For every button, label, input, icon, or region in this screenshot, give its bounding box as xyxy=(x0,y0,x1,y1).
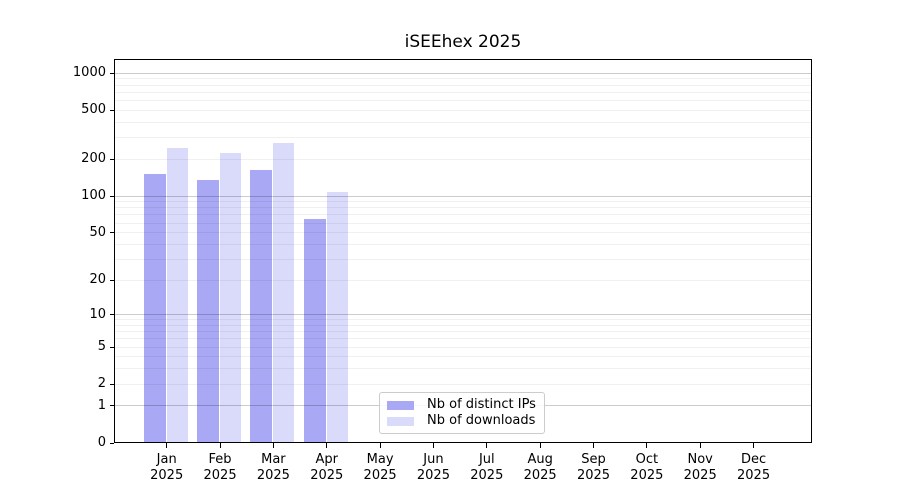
y-tick-label-100: 100 xyxy=(81,188,106,204)
x-tick-sep xyxy=(593,443,594,448)
x-tick-label-dec: Dec 2025 xyxy=(737,452,771,483)
x-tick-may xyxy=(379,443,381,448)
plot-frame xyxy=(114,59,812,443)
x-tick-dec xyxy=(753,443,755,448)
minor-gridline-500 xyxy=(115,109,811,111)
y-tick-10 xyxy=(110,314,114,316)
legend-label-downloads: Nb of downloads xyxy=(427,413,536,428)
minor-gridline-90 xyxy=(115,201,811,203)
x-tick-label-oct: Oct 2025 xyxy=(630,452,664,483)
legend: Nb of distinct IPs Nb of downloads xyxy=(379,392,545,434)
legend-swatch-distinct-ips xyxy=(387,400,414,410)
x-tick-apr xyxy=(326,443,328,448)
bar-distinct-ips-apr xyxy=(303,218,326,442)
x-tick-nov xyxy=(699,443,701,448)
y-tick-label-1000: 1000 xyxy=(72,65,106,81)
x-tick-label-sep: Sep 2025 xyxy=(576,452,611,483)
major-gridline-10 xyxy=(115,314,811,316)
minor-gridline-50 xyxy=(115,232,811,234)
minor-gridline-900 xyxy=(115,78,811,80)
major-gridline-1000 xyxy=(115,72,811,74)
bar-downloads-mar xyxy=(273,142,295,442)
bar-distinct-ips-feb xyxy=(197,180,220,442)
minor-gridline-6 xyxy=(115,338,811,340)
chart-title: iSEEhex 2025 xyxy=(404,32,522,52)
minor-gridline-5 xyxy=(115,346,811,348)
y-tick-label-10: 10 xyxy=(89,306,106,322)
y-tick-2 xyxy=(110,383,114,385)
y-tick-1000 xyxy=(110,72,114,74)
y-tick-500 xyxy=(110,109,114,111)
x-tick-label-aug: Aug 2025 xyxy=(523,452,557,483)
minor-gridline-80 xyxy=(115,207,811,209)
minor-gridline-300 xyxy=(115,137,811,139)
y-tick-label-200: 200 xyxy=(81,151,106,167)
minor-gridline-30 xyxy=(115,258,811,260)
y-tick-label-0: 0 xyxy=(97,435,106,450)
x-tick-label-feb: Feb 2025 xyxy=(203,452,237,483)
legend-item-distinct-ips: Nb of distinct IPs xyxy=(387,397,538,413)
y-tick-label-50: 50 xyxy=(89,224,106,240)
minor-gridline-7 xyxy=(115,331,811,333)
minor-gridline-9 xyxy=(115,319,811,321)
major-gridline-100 xyxy=(115,195,811,197)
x-tick-label-nov: Nov 2025 xyxy=(683,452,717,483)
x-tick-jun xyxy=(432,443,434,448)
x-tick-label-may: May 2025 xyxy=(363,452,397,483)
minor-gridline-700 xyxy=(115,91,811,93)
bar-downloads-apr xyxy=(326,192,348,442)
minor-gridline-200 xyxy=(115,158,811,160)
minor-gridline-40 xyxy=(115,243,811,245)
x-tick-mar xyxy=(272,443,274,448)
x-tick-feb xyxy=(219,443,221,448)
minor-gridline-70 xyxy=(115,214,811,216)
x-tick-aug xyxy=(539,443,541,448)
bar-distinct-ips-mar xyxy=(250,170,273,442)
x-tick-jan xyxy=(166,443,168,448)
x-tick-label-jan: Jan 2025 xyxy=(150,452,184,483)
minor-gridline-4 xyxy=(115,356,811,358)
y-tick-label-2: 2 xyxy=(97,376,106,392)
minor-gridline-600 xyxy=(115,100,811,102)
minor-gridline-60 xyxy=(115,222,811,224)
x-tick-label-apr: Apr 2025 xyxy=(310,452,344,483)
x-tick-label-jun: Jun 2025 xyxy=(416,452,450,483)
x-tick-label-mar: Mar 2025 xyxy=(256,452,290,483)
y-tick-label-20: 20 xyxy=(89,272,106,288)
y-tick-5 xyxy=(110,346,114,348)
y-tick-50 xyxy=(110,232,114,234)
y-tick-label-5: 5 xyxy=(97,339,106,355)
y-tick-label-1: 1 xyxy=(97,397,106,413)
y-tick-label-500: 500 xyxy=(81,102,106,118)
minor-gridline-8 xyxy=(115,324,811,326)
bar-downloads-jan xyxy=(166,147,188,442)
bar-distinct-ips-jan xyxy=(143,173,166,442)
minor-gridline-2 xyxy=(115,383,811,385)
x-tick-label-jul: Jul 2025 xyxy=(470,452,504,483)
legend-label-distinct-ips: Nb of distinct IPs xyxy=(427,397,536,412)
minor-gridline-800 xyxy=(115,84,811,86)
y-tick-100 xyxy=(110,195,114,197)
minor-gridline-3 xyxy=(115,368,811,370)
y-tick-1 xyxy=(110,405,114,407)
legend-item-downloads: Nb of downloads xyxy=(387,413,538,429)
y-tick-0 xyxy=(110,442,114,444)
legend-swatch-downloads xyxy=(387,416,414,426)
x-tick-jul xyxy=(486,443,488,448)
x-tick-oct xyxy=(646,443,648,448)
y-tick-200 xyxy=(110,158,114,160)
y-tick-20 xyxy=(110,279,114,281)
bar-downloads-feb xyxy=(220,152,242,442)
minor-gridline-20 xyxy=(115,279,811,281)
minor-gridline-400 xyxy=(115,121,811,123)
